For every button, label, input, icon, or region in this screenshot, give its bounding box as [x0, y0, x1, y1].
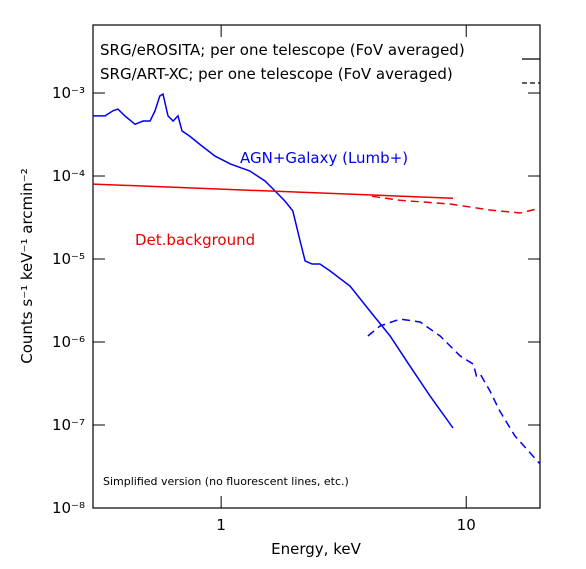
data-line — [92, 183, 454, 199]
annotation: Det.background — [135, 231, 255, 249]
y-tick-label: 10⁻³ — [52, 84, 85, 102]
y-tick-label: 10⁻⁶ — [52, 333, 85, 351]
legend-label: SRG/eROSITA; per one telescope (FoV aver… — [100, 41, 465, 59]
y-tick-label: 10⁻⁵ — [52, 250, 85, 268]
annotation: AGN+Galaxy (Lumb+) — [240, 149, 408, 167]
y-axis-label: Counts s⁻¹ keV⁻¹ arcmin⁻² — [18, 168, 36, 363]
data-line — [93, 92, 454, 429]
x-axis-label: Energy, keV — [271, 540, 361, 558]
x-tick-label: 10 — [457, 516, 476, 534]
annotation: Simplified version (no fluorescent lines… — [103, 475, 349, 488]
y-tick-label: 10⁻⁴ — [52, 167, 85, 185]
plot-frame — [92, 24, 541, 509]
data-line — [367, 318, 541, 465]
y-tick-label: 10⁻⁸ — [52, 499, 85, 517]
data-line — [371, 195, 541, 214]
y-tick-label: 10⁻⁷ — [52, 416, 85, 434]
legend-label: SRG/ART-XC; per one telescope (FoV avera… — [100, 65, 453, 83]
x-tick-label: 1 — [216, 516, 226, 534]
